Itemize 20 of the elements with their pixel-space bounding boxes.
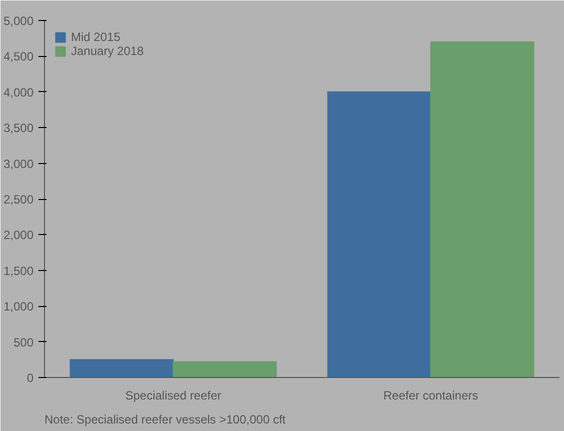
bar xyxy=(70,359,174,378)
y-tick-label: 4,000 xyxy=(3,85,34,100)
y-tick-label: 2,000 xyxy=(3,228,34,242)
bar xyxy=(430,41,534,378)
y-tick-label: 4,500 xyxy=(3,50,34,64)
y-tick-label: 500 xyxy=(13,335,34,350)
x-tick-label: Specialised reefer xyxy=(125,388,222,402)
y-tick-label: 5,000 xyxy=(3,14,34,28)
y-tick-label: 1,000 xyxy=(3,300,34,314)
y-tick-label: 0 xyxy=(26,371,34,385)
legend-label: January 2018 xyxy=(71,44,144,58)
y-tick-label: 1,500 xyxy=(3,264,34,278)
bar xyxy=(327,91,432,378)
y-tick-label: 3,000 xyxy=(3,156,34,171)
legend-label: Mid 2015 xyxy=(71,30,120,44)
x-tick-label: Reefer containers xyxy=(383,388,478,402)
bar xyxy=(172,361,277,378)
y-tick-label: 3,500 xyxy=(3,121,34,136)
text: Note: Specialised reefer vessels >100,000 cft xyxy=(44,412,286,426)
y-tick-label: 2,500 xyxy=(3,192,34,206)
